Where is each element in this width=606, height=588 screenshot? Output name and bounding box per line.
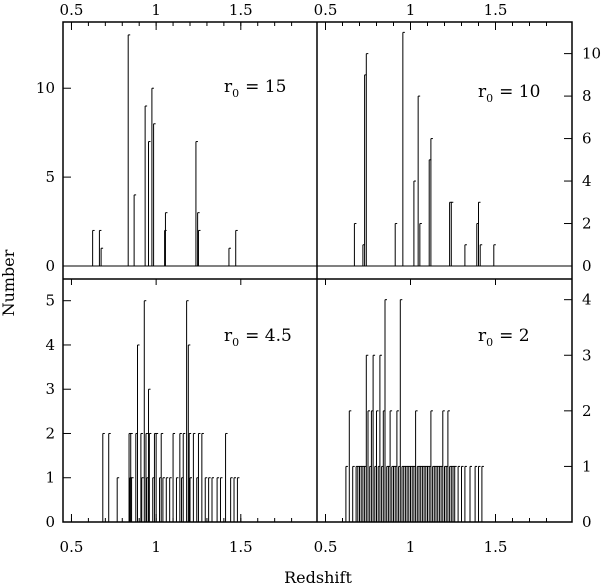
bars-top-right: [317, 31, 572, 267]
x-tick-label-bottom-1-1: 1: [406, 538, 416, 556]
panel-label-bottom-right: r0 = 2: [478, 326, 530, 349]
panel-bottom-right: 0 1 2 3 4 r0 = 2: [317, 291, 592, 531]
y-tick-label-top-right-1: 2: [582, 215, 592, 233]
x-tick-label-top-0-0: 0.5: [60, 1, 84, 19]
y-tick-label-bottom-right-0: 0: [582, 513, 592, 531]
x-axis-title: Redshift: [284, 568, 352, 587]
x-tick-label-top-1-0: 0.5: [314, 1, 338, 19]
y-tick-label-bottom-right-3: 3: [582, 346, 592, 364]
y-tick-label-top-right-0: 0: [582, 257, 592, 275]
x-tick-label-top-1-1: 1: [406, 1, 416, 19]
y-tick-label-top-right-2: 4: [582, 172, 592, 190]
y-ticks-top-right: 0 2 4 6 8 10: [564, 45, 601, 275]
y-ticks-bottom-right: 0 1 2 3 4: [564, 291, 592, 531]
x-tick-label-bottom-0-2: 1.5: [229, 538, 253, 556]
x-tick-label-bottom-1-2: 1.5: [484, 538, 508, 556]
y-tick-label-bottom-left-1: 1: [45, 469, 55, 487]
y-ticks-bottom-left: 0 1 2 3 4 5: [45, 292, 71, 531]
y-axis-title: Number: [0, 249, 18, 316]
y-tick-label-bottom-right-1: 1: [582, 457, 592, 475]
bars-bottom-left: [63, 300, 317, 523]
y-tick-label-bottom-left-5: 5: [45, 292, 55, 310]
y-tick-label-top-left-1: 5: [45, 168, 55, 186]
x-tick-label-bottom-1-0: 0.5: [314, 538, 338, 556]
y-tick-label-top-right-4: 8: [582, 87, 592, 105]
bars-bottom-right: [317, 299, 572, 523]
y-tick-label-top-left-0: 0: [45, 257, 55, 275]
x-tick-label-bottom-0-1: 1: [151, 538, 161, 556]
y-tick-label-bottom-right-2: 2: [582, 402, 592, 420]
y-ticks-top-left: 0 5 10: [36, 79, 71, 275]
panel-top-right: 0 2 4 6 8 10 r0 = 10: [317, 31, 601, 275]
x-tick-label-bottom-0-0: 0.5: [60, 538, 84, 556]
y-tick-label-bottom-left-2: 2: [45, 424, 55, 442]
y-tick-label-top-right-3: 6: [582, 130, 592, 148]
y-tick-label-top-left-2: 10: [36, 79, 55, 97]
x-tick-label-top-0-1: 1: [151, 1, 161, 19]
bars-top-left: [63, 34, 317, 267]
x-ticks: 0.5 0.5 1 1 1.5 1.5 0.5 0.5 1 1 1.5 1.5: [60, 1, 547, 556]
panel-label-top-left: r0 = 15: [224, 77, 286, 100]
y-tick-label-bottom-right-4: 4: [582, 291, 592, 309]
y-tick-label-top-right-5: 10: [582, 45, 601, 63]
y-tick-label-bottom-left-4: 4: [45, 336, 55, 354]
y-tick-label-bottom-left-0: 0: [45, 513, 55, 531]
panel-bottom-left: 0 1 2 3 4 5 r0 = 4.5: [45, 292, 317, 531]
x-tick-label-top-0-2: 1.5: [229, 1, 253, 19]
x-tick-label-top-1-2: 1.5: [484, 1, 508, 19]
panel-label-top-right: r0 = 10: [478, 82, 540, 105]
panel-top-left: 0 5 10 r0 = 15: [36, 34, 317, 275]
panel-label-bottom-left: r0 = 4.5: [224, 326, 292, 349]
y-tick-label-bottom-left-3: 3: [45, 380, 55, 398]
